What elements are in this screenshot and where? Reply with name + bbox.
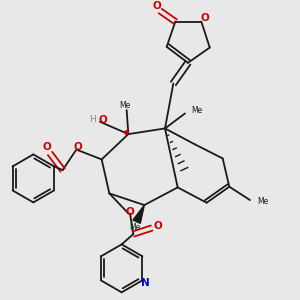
Text: O: O — [42, 142, 51, 152]
Polygon shape — [133, 205, 144, 224]
Text: O: O — [73, 142, 82, 152]
Text: Me: Me — [119, 101, 130, 110]
Text: Me: Me — [129, 223, 141, 232]
Text: O: O — [153, 221, 162, 231]
Text: Me: Me — [192, 106, 203, 115]
Text: O: O — [126, 207, 134, 218]
Text: O: O — [99, 115, 108, 125]
Text: O: O — [153, 2, 161, 11]
Text: O: O — [201, 13, 210, 22]
Text: N: N — [141, 278, 150, 288]
Text: Me: Me — [257, 197, 268, 206]
Text: H: H — [89, 115, 96, 124]
